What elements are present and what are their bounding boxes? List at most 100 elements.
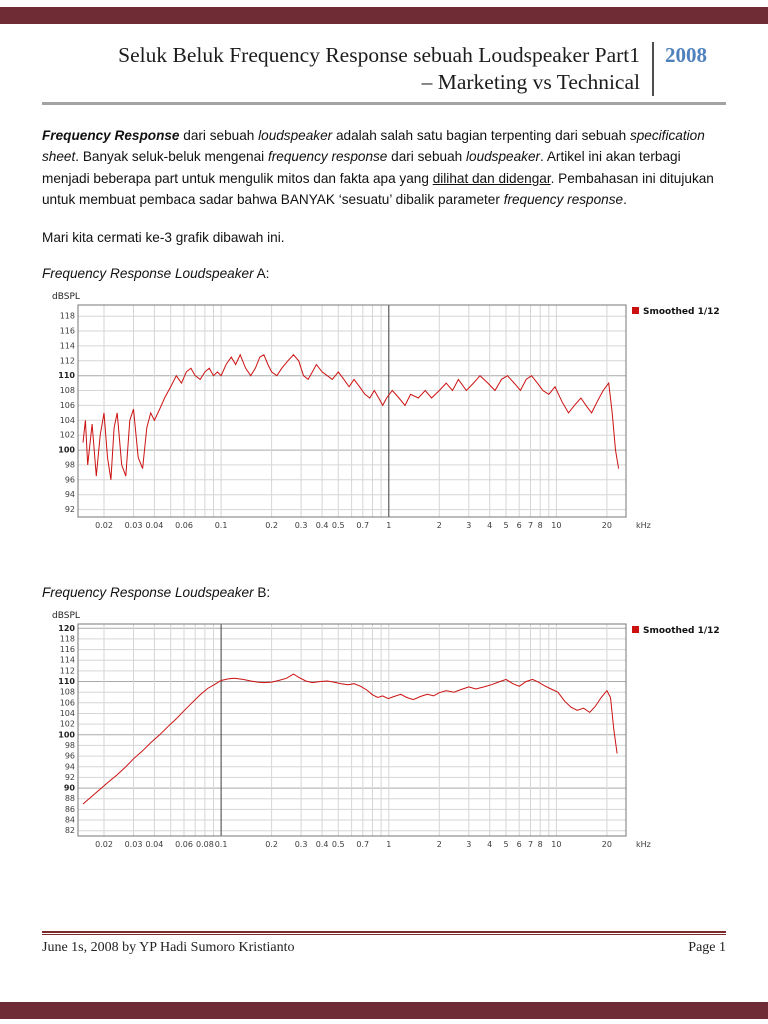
- lead-in-paragraph: Mari kita cermati ke-3 grafik dibawah in…: [42, 229, 285, 245]
- title-divider-rule: [42, 102, 726, 105]
- frequency-response-plot: 929496981001021041061081101121141161180.…: [52, 292, 720, 530]
- svg-text:0.7: 0.7: [356, 840, 369, 849]
- svg-text:108: 108: [60, 688, 75, 697]
- svg-text:114: 114: [60, 656, 75, 665]
- svg-text:20: 20: [602, 521, 612, 530]
- svg-text:0.4: 0.4: [316, 521, 329, 530]
- svg-text:0.06: 0.06: [175, 840, 193, 849]
- svg-text:3: 3: [466, 521, 471, 530]
- text-segment: frequency response: [267, 149, 388, 165]
- svg-text:2: 2: [437, 840, 442, 849]
- svg-text:112: 112: [60, 357, 75, 366]
- svg-text:7: 7: [528, 521, 533, 530]
- svg-text:0.7: 0.7: [356, 521, 369, 530]
- top-accent-bar: [0, 7, 768, 24]
- footer-author-date: June 1s, 2008 by YP Hadi Sumoro Kristian…: [42, 940, 295, 955]
- text-segment: dilihat dan didengar: [432, 170, 551, 186]
- svg-text:104: 104: [60, 709, 75, 718]
- svg-text:5: 5: [503, 840, 508, 849]
- svg-text:1: 1: [386, 840, 391, 849]
- chart-a: 92 94 96 98 100 102 104 106 108 110 112 114 116 118 0.…: [42, 289, 726, 551]
- svg-text:82: 82: [65, 827, 75, 836]
- svg-text:0.3: 0.3: [295, 840, 308, 849]
- footer-page-number: Page 1: [688, 940, 726, 955]
- svg-text:0.04: 0.04: [145, 840, 163, 849]
- svg-text:88: 88: [65, 795, 75, 804]
- svg-text:92: 92: [65, 505, 75, 514]
- text-segment: specification sheet: [42, 128, 705, 165]
- svg-text:108: 108: [60, 386, 75, 395]
- title-line-1: Seluk Beluk Frequency Response sebuah Lo…: [118, 43, 640, 67]
- svg-text:90: 90: [64, 784, 76, 793]
- text-segment: Frequency Response Loudspeaker: [42, 266, 254, 282]
- svg-text:7: 7: [528, 840, 533, 849]
- svg-text:dBSPL: dBSPL: [52, 292, 80, 302]
- svg-text:106: 106: [60, 401, 75, 410]
- svg-text:0.2: 0.2: [265, 840, 278, 849]
- svg-text:110: 110: [58, 677, 75, 686]
- page-footer: June 1s, 2008 by YP Hadi Sumoro Kristian…: [42, 931, 726, 956]
- footer-row: June 1s, 2008 by YP Hadi Sumoro Kristian…: [42, 940, 726, 956]
- svg-text:98: 98: [65, 741, 75, 750]
- text-segment: B:: [253, 585, 271, 601]
- svg-text:Smoothed 1/12: Smoothed 1/12: [643, 626, 720, 636]
- text-segment: dari sebuah: [387, 149, 466, 165]
- intro-paragraph: Frequency Response dari sebuah loudspeak…: [42, 125, 726, 211]
- svg-text:110: 110: [58, 372, 75, 381]
- svg-text:1: 1: [386, 521, 391, 530]
- frequency-response-plot: 8284868890929496981001021041061081101121…: [52, 611, 720, 849]
- svg-text:0.03: 0.03: [125, 521, 143, 530]
- text-segment: Frequency Response Loudspeaker: [42, 585, 254, 601]
- svg-text:102: 102: [60, 720, 75, 729]
- svg-text:0.2: 0.2: [265, 521, 278, 530]
- svg-text:kHz: kHz: [636, 840, 651, 849]
- svg-text:120: 120: [58, 624, 75, 633]
- svg-text:98: 98: [65, 461, 75, 470]
- svg-text:6: 6: [517, 840, 522, 849]
- svg-text:112: 112: [60, 667, 75, 676]
- svg-text:dBSPL: dBSPL: [52, 611, 80, 621]
- text-segment: loudspeaker: [258, 128, 333, 143]
- svg-text:0.3: 0.3: [295, 521, 308, 530]
- svg-text:118: 118: [60, 635, 75, 644]
- svg-text:0.4: 0.4: [316, 840, 329, 849]
- document-title: Seluk Beluk Frequency Response sebuah Lo…: [42, 42, 652, 96]
- svg-text:10: 10: [551, 840, 561, 849]
- svg-text:0.02: 0.02: [95, 521, 113, 530]
- svg-text:0.02: 0.02: [95, 840, 113, 849]
- svg-text:0.08: 0.08: [196, 840, 214, 849]
- document-content: Seluk Beluk Frequency Response sebuah Lo…: [42, 24, 726, 870]
- svg-text:96: 96: [65, 476, 75, 485]
- svg-text:0.5: 0.5: [332, 840, 345, 849]
- svg-text:0.5: 0.5: [332, 521, 345, 530]
- svg-text:0.06: 0.06: [175, 521, 193, 530]
- text-segment: Frequency Response: [42, 128, 180, 143]
- footer-rule-thick: [42, 931, 726, 933]
- svg-text:20: 20: [602, 840, 612, 849]
- svg-text:0.03: 0.03: [125, 840, 143, 849]
- text-segment: . Artikel ini akan terbagi menjadi beber…: [42, 149, 681, 186]
- chart-b-label: Frequency Response Loudspeaker B:: [42, 585, 726, 600]
- text-segment: . Pembahasan ini ditujukan untuk membuat…: [42, 170, 714, 208]
- svg-text:Smoothed 1/12: Smoothed 1/12: [643, 307, 720, 317]
- bottom-accent-bar: [0, 1002, 768, 1019]
- svg-text:94: 94: [65, 491, 75, 500]
- svg-text:86: 86: [65, 805, 75, 814]
- svg-text:106: 106: [60, 699, 75, 708]
- svg-text:102: 102: [60, 431, 75, 440]
- svg-text:8: 8: [538, 840, 543, 849]
- footer-rule-thin: [42, 934, 726, 935]
- svg-text:4: 4: [487, 840, 492, 849]
- year-badge: 2008: [652, 42, 726, 96]
- svg-text:0.1: 0.1: [215, 521, 228, 530]
- text-segment: adalah salah satu bagian terpenting dari…: [332, 128, 630, 143]
- svg-text:100: 100: [58, 446, 75, 455]
- text-segment: A:: [253, 266, 270, 282]
- svg-text:0.04: 0.04: [145, 521, 163, 530]
- svg-text:10: 10: [551, 521, 561, 530]
- svg-text:6: 6: [517, 521, 522, 530]
- svg-text:94: 94: [65, 763, 75, 772]
- svg-text:84: 84: [65, 816, 75, 825]
- svg-text:8: 8: [538, 521, 543, 530]
